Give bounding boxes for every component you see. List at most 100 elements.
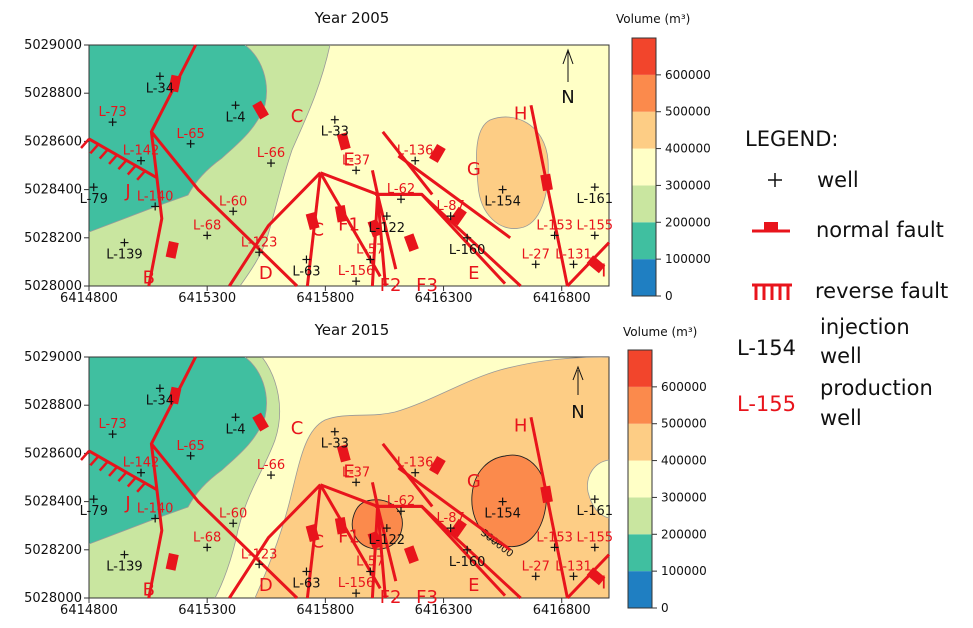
x-tick-label: 6414800 — [60, 603, 118, 618]
well: L-68 — [193, 530, 221, 552]
well-label: L-87 — [437, 199, 465, 214]
fault-label: H — [514, 104, 528, 125]
legend-production-sample: L-155 — [737, 392, 796, 416]
fault-label: C — [291, 106, 304, 127]
well: L-79 — [80, 495, 108, 519]
colorbar-tick-label: 300000 — [661, 490, 707, 504]
well: L-57 — [356, 554, 384, 576]
fault-tick — [540, 173, 553, 192]
fault-line — [376, 194, 387, 287]
well-label: L-123 — [241, 235, 278, 250]
fault-tick — [165, 552, 179, 571]
well: L-142 — [123, 456, 159, 477]
north-arrow: N — [571, 365, 585, 423]
legend-production-line2: well — [820, 406, 862, 430]
well-label: L-122 — [369, 221, 406, 236]
fault-tick — [336, 444, 351, 463]
colorbar-tick-label: 200000 — [665, 215, 711, 229]
x-axis: 6414800 6415300 6415800 6416300 6416800 — [60, 598, 591, 618]
well-label: L-37 — [342, 465, 370, 480]
x-tick-label: 6416300 — [415, 291, 473, 306]
well: L-37 — [342, 465, 370, 487]
fault-label: E — [468, 575, 479, 596]
reverse-fault-tooth — [136, 169, 147, 181]
well: L-27 — [522, 559, 550, 581]
fault-tick — [429, 456, 446, 475]
fault-line — [228, 171, 322, 287]
colorbar: 0 100000 200000 300000 400000 500000 600000 — [627, 349, 707, 615]
wells: L-73 L-34 L-4 L-65 L-142 L-140 L-79 L-139 L-68 L-… — [80, 384, 613, 598]
fault-label: I — [601, 260, 606, 281]
colorbar-tick-label: 200000 — [661, 527, 707, 541]
reverse-fault-tooth — [89, 455, 100, 467]
fault-line — [420, 193, 522, 288]
fault-label: E — [343, 150, 354, 171]
y-tick-label: 5028600 — [24, 134, 82, 149]
legend-reverse-fault-label: reverse fault — [815, 279, 948, 303]
fault-tick — [449, 206, 467, 226]
fault-tick — [403, 545, 419, 564]
fault-line — [376, 506, 398, 582]
y-tick-label: 5028800 — [24, 398, 82, 413]
colorbar-tick-label: 500000 — [661, 417, 707, 431]
fault-label: F2 — [380, 587, 402, 608]
well: L-123 — [241, 547, 277, 569]
well-label: L-139 — [106, 248, 143, 263]
legend-reverse-fault-symbol — [752, 283, 792, 300]
well-label: L-65 — [177, 127, 205, 142]
x-tick-label: 6415800 — [296, 603, 354, 618]
well-label: L-122 — [369, 533, 406, 548]
colorbar-segment — [632, 111, 656, 149]
well: L-62 — [387, 494, 415, 516]
well-label: L-73 — [99, 105, 127, 120]
fault-tick — [334, 204, 348, 223]
fault-label: I — [601, 572, 606, 593]
y-tick-label: 5028000 — [24, 591, 82, 606]
fault-tick — [367, 530, 383, 550]
panel-title: Year 2005 — [314, 9, 390, 27]
reverse-fault-tooth — [126, 164, 137, 176]
fault-tick — [540, 485, 553, 504]
colorbar-segment — [632, 185, 656, 223]
fault-label: J — [124, 493, 130, 514]
well: L-73 — [99, 417, 127, 439]
x-axis: 6414800 6415300 6415800 6416300 6416800 — [60, 286, 591, 306]
y-tick-label: 5028200 — [24, 543, 82, 558]
colorbar-segment — [632, 222, 656, 260]
well: L-73 — [99, 105, 127, 127]
well-label: L-155 — [577, 218, 614, 233]
well: L-155 — [577, 530, 613, 552]
colorbar-segment — [628, 571, 652, 608]
y-tick-label: 5028000 — [24, 279, 82, 294]
fault-tick — [168, 386, 182, 405]
fault-label: F2 — [380, 275, 402, 296]
panel-2015: Year 2015 500000 50280005028200502840050… — [24, 321, 707, 618]
well-label: L-66 — [257, 458, 285, 473]
well: L-156 — [338, 576, 375, 598]
y-tick-label: 5028400 — [24, 495, 82, 510]
y-tick-label: 5028600 — [24, 446, 82, 461]
reverse-fault-tooth — [117, 159, 128, 171]
well-label: L-136 — [397, 144, 434, 159]
x-tick-label: 6416800 — [533, 291, 591, 306]
well: L-153 — [536, 530, 573, 552]
zone-500000-600000 — [471, 455, 547, 547]
fault-label: D — [259, 263, 273, 284]
well: L-87 — [437, 199, 465, 221]
fault-line — [305, 172, 322, 287]
fault-line — [529, 104, 569, 287]
north-arrow: N — [561, 48, 575, 108]
legend-title: LEGEND: — [745, 127, 838, 151]
fault-tick — [367, 218, 383, 238]
well-label: L-34 — [146, 393, 174, 408]
well-label: L-156 — [338, 576, 375, 591]
fault-line — [305, 484, 322, 599]
fault-tick — [168, 74, 182, 93]
well-label: L-139 — [106, 560, 143, 575]
colorbar-tick-label: 300000 — [665, 178, 711, 192]
well: L-140 — [137, 501, 173, 523]
fault-label: E — [343, 462, 354, 483]
north-label: N — [571, 402, 584, 423]
fault-tick — [305, 523, 320, 542]
colorbar-tick-label: 400000 — [665, 142, 711, 156]
